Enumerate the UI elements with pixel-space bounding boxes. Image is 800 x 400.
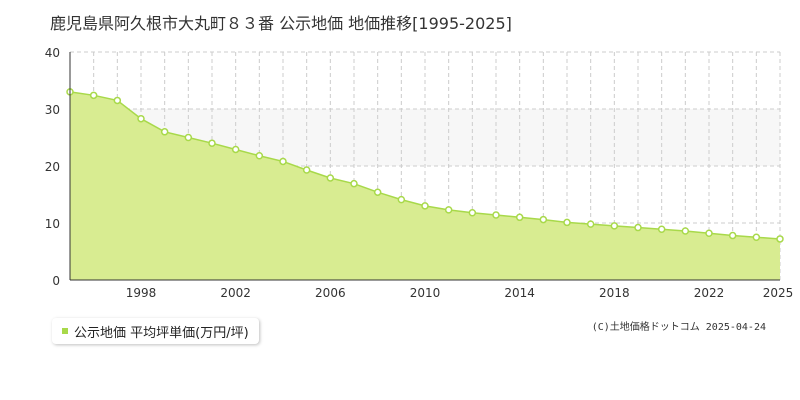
x-tick-label: 2022 — [694, 286, 725, 300]
data-point — [444, 206, 453, 214]
data-point — [231, 145, 240, 154]
area-fill — [70, 91, 780, 281]
data-point — [563, 218, 571, 227]
x-tick-label: 2010 — [410, 286, 441, 300]
data-point — [302, 166, 311, 174]
y-tick-labels: 0 10 20 30 40 — [45, 46, 60, 288]
data-point — [468, 208, 477, 217]
data-point — [160, 128, 169, 136]
legend-label: 公示地価 平均坪単価(万円/坪) — [74, 325, 249, 341]
y-tick-label: 20 — [45, 160, 60, 174]
x-tick-label: 2006 — [315, 286, 346, 300]
data-point — [373, 188, 382, 196]
x-tick-label: 2018 — [599, 286, 630, 300]
data-point — [681, 227, 690, 235]
data-point — [610, 222, 619, 230]
data-point — [184, 133, 193, 142]
data-point — [705, 229, 713, 238]
y-tick-label: 0 — [52, 274, 60, 288]
data-point — [350, 179, 358, 188]
copyright-text: (C)土地価格ドットコム 2025-04-24 — [591, 322, 766, 333]
legend-swatch — [62, 328, 68, 334]
data-point — [515, 213, 524, 222]
data-point — [492, 211, 500, 219]
data-point — [208, 139, 216, 147]
data-point — [634, 223, 642, 232]
y-tick-label: 40 — [45, 46, 60, 60]
data-point — [539, 215, 548, 224]
data-point — [657, 225, 666, 234]
x-tick-label: 2002 — [220, 286, 251, 300]
x-tick-labels: 1998 2002 2006 2010 2014 2018 2022 2025 — [126, 286, 794, 300]
data-point — [752, 233, 761, 241]
axes — [69, 52, 780, 281]
chart-title: 鹿児島県阿久根市大丸町８３番 公示地価 地価推移[1995-2025] — [50, 14, 512, 33]
data-point — [397, 195, 406, 204]
data-point — [279, 157, 287, 166]
legend: 公示地価 平均坪単価(万円/坪) — [52, 318, 259, 344]
y-tick-label: 30 — [45, 103, 60, 117]
data-points — [66, 88, 784, 243]
data-point — [137, 114, 145, 123]
x-tick-label: 2014 — [504, 286, 535, 300]
data-point — [776, 235, 784, 243]
data-point — [421, 202, 429, 210]
x-tick-label: 2025 — [763, 286, 794, 300]
data-point — [113, 96, 122, 105]
y-tick-label: 10 — [45, 217, 60, 231]
x-tick-label: 1998 — [126, 286, 157, 300]
data-point — [89, 91, 98, 100]
data-point — [255, 151, 264, 160]
data-point — [326, 174, 335, 182]
data-point — [586, 220, 595, 228]
data-point — [728, 231, 737, 240]
